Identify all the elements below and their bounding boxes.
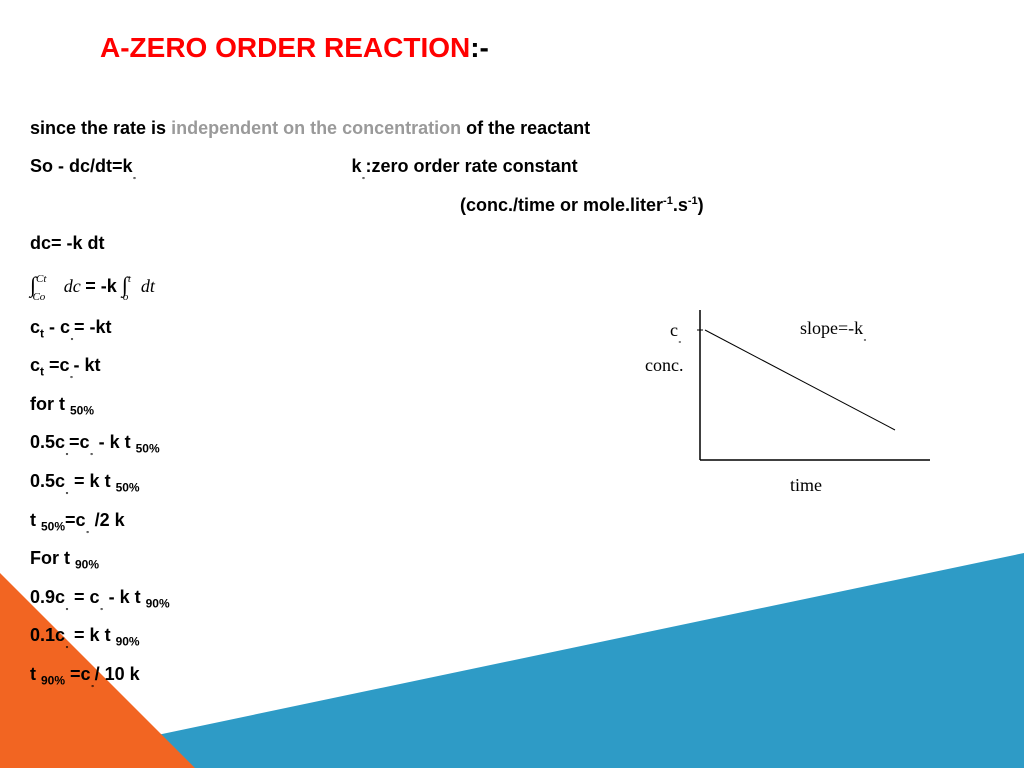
- t: - c: [44, 317, 70, 337]
- sub: 90%: [146, 596, 170, 610]
- ilim: Co: [32, 291, 45, 303]
- line-11: t 50%=c˳ /2 k: [30, 502, 704, 539]
- t: - k t: [94, 432, 136, 452]
- graph-c0-label: c˳: [670, 320, 682, 344]
- t: = -kt: [74, 317, 112, 337]
- sub: 90%: [116, 635, 140, 649]
- t: dc= -k dt: [30, 233, 105, 253]
- t: (conc./time or mole.liter: [460, 195, 663, 215]
- t: =c: [65, 510, 86, 530]
- t: = k t: [69, 625, 116, 645]
- line-12: For t 90%: [30, 540, 704, 577]
- line-2: So - dc/dt=k˳ k˳:zero order rate constan…: [30, 148, 704, 185]
- line-15: t 90% =c˳/ 10 k: [30, 656, 704, 693]
- line-10: 0.5c˳ = k t 50%: [30, 463, 704, 500]
- t: =c: [65, 664, 91, 684]
- sub: 50%: [70, 403, 94, 417]
- sup: -1: [688, 195, 698, 207]
- t: - k t: [104, 587, 146, 607]
- line-13: 0.9c˳ = c˳ - k t 90%: [30, 579, 704, 616]
- line-3: (conc./time or mole.liter-1.s-1): [30, 187, 704, 223]
- t: =c: [44, 355, 70, 375]
- t: /2 k: [90, 510, 125, 530]
- line-14: 0.1c˳ = k t 90%: [30, 617, 704, 654]
- t-gray: independent on the concentration: [171, 118, 466, 138]
- t: since the rate is: [30, 118, 171, 138]
- sub: 90%: [41, 674, 65, 688]
- graph-ylabel: conc.: [645, 355, 683, 376]
- sub: ˳: [863, 330, 867, 342]
- page-title: A-ZERO ORDER REACTION:-: [100, 32, 489, 64]
- line-6: ct - c˳= -kt: [30, 309, 704, 346]
- t: / 10 k: [95, 664, 140, 684]
- t: t: [30, 510, 41, 530]
- title-red: A-ZERO ORDER REACTION: [100, 32, 470, 63]
- t: c: [30, 355, 40, 375]
- t: For t: [30, 548, 75, 568]
- ilim: Ct: [36, 273, 46, 285]
- t: = -k: [85, 276, 122, 296]
- concentration-time-graph: c˳ conc. slope=-k˳ time: [640, 300, 960, 520]
- sub: 50%: [41, 519, 65, 533]
- sub: 50%: [136, 442, 160, 456]
- line-7: ct =c˳- kt: [30, 347, 704, 384]
- line-1: since the rate is independent on the con…: [30, 110, 704, 146]
- sub: ˳: [678, 332, 682, 344]
- sub: 90%: [75, 558, 99, 572]
- t: of the reactant: [466, 118, 590, 138]
- t: So - dc/dt=k: [30, 156, 133, 176]
- t: dc: [64, 276, 81, 296]
- t: :zero order rate constant: [366, 156, 578, 176]
- t: for t: [30, 394, 70, 414]
- t: .s: [673, 195, 688, 215]
- line-4: dc= -k dt: [30, 225, 704, 261]
- t: c: [30, 317, 40, 337]
- ilim: t: [128, 273, 131, 285]
- line-8: for t 50%: [30, 386, 704, 423]
- body-content: since the rate is independent on the con…: [30, 110, 704, 695]
- sub: ˳: [133, 166, 137, 180]
- title-black: :-: [470, 32, 489, 63]
- t: 0.5c: [30, 432, 65, 452]
- graph-xlabel: time: [790, 475, 822, 496]
- t: = c: [69, 587, 100, 607]
- t: slope=-k: [800, 318, 863, 338]
- t: ): [698, 195, 704, 215]
- t: dt: [141, 276, 155, 296]
- sup: -1: [663, 195, 673, 207]
- t: = k t: [69, 471, 116, 491]
- graph-slope-label: slope=-k˳: [800, 318, 867, 342]
- t: =c: [69, 432, 90, 452]
- line-9: 0.5c˳=c˳ - k t 50%: [30, 424, 704, 461]
- t: k: [352, 156, 362, 176]
- ilim: o: [123, 291, 129, 303]
- t: 0.5c: [30, 471, 65, 491]
- sub: 50%: [116, 481, 140, 495]
- line-integral: ∫CtCo dc = -k ∫to dt: [30, 263, 704, 307]
- t: 0.9c: [30, 587, 65, 607]
- t: t: [30, 664, 41, 684]
- t: c: [670, 320, 678, 340]
- t: - kt: [74, 355, 101, 375]
- t: 0.1c: [30, 625, 65, 645]
